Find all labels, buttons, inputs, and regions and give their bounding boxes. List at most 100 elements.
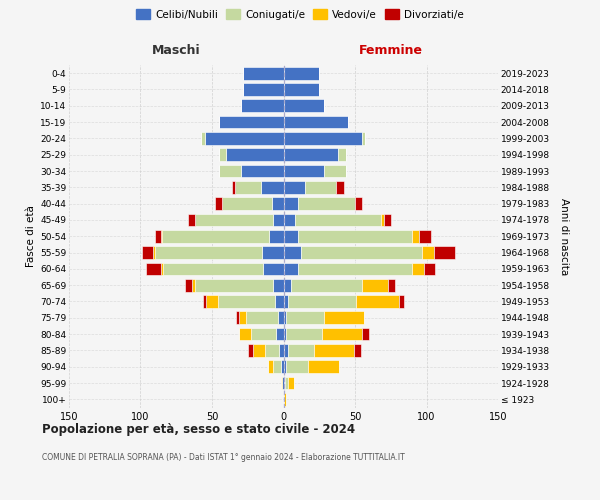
Bar [265, 344, 279, 357]
Bar [338, 148, 346, 161]
Bar [239, 312, 247, 324]
Bar [274, 214, 284, 226]
Bar [279, 344, 284, 357]
Bar [241, 100, 284, 112]
Bar [203, 295, 206, 308]
Legend: Celibi/Nubili, Coniugati/e, Vedovi/e, Divorziati/e: Celibi/Nubili, Coniugati/e, Vedovi/e, Di… [132, 5, 468, 24]
Bar [195, 279, 274, 291]
Bar [142, 246, 154, 259]
Bar [282, 376, 284, 390]
Bar [323, 312, 364, 324]
Bar [163, 262, 263, 275]
Bar [244, 67, 284, 80]
Bar [281, 360, 284, 373]
Bar [362, 279, 388, 291]
Bar [323, 164, 346, 177]
Bar [424, 262, 435, 275]
Bar [226, 148, 284, 161]
Bar [222, 198, 272, 210]
Bar [284, 328, 286, 340]
Bar [322, 328, 362, 340]
Bar [277, 328, 284, 340]
Bar [269, 230, 284, 242]
Bar [284, 344, 288, 357]
Bar [219, 164, 241, 177]
Bar [161, 230, 162, 242]
Bar [337, 181, 344, 194]
Bar [400, 295, 404, 308]
Text: Maschi: Maschi [152, 44, 200, 58]
Bar [381, 214, 383, 226]
Bar [284, 360, 286, 373]
Text: Popolazione per età, sesso e stato civile - 2024: Popolazione per età, sesso e stato civil… [42, 422, 355, 436]
Bar [284, 67, 319, 80]
Bar [247, 312, 278, 324]
Bar [298, 230, 412, 242]
Bar [412, 262, 424, 275]
Bar [188, 214, 195, 226]
Bar [295, 214, 381, 226]
Bar [353, 344, 361, 357]
Bar [274, 360, 281, 373]
Bar [154, 246, 155, 259]
Bar [284, 83, 319, 96]
Bar [162, 230, 269, 242]
Bar [155, 230, 161, 242]
Bar [355, 198, 362, 210]
Bar [185, 279, 192, 291]
Bar [284, 198, 298, 210]
Bar [284, 262, 298, 275]
Bar [362, 328, 370, 340]
Bar [314, 344, 353, 357]
Bar [284, 214, 295, 226]
Bar [268, 360, 274, 373]
Bar [200, 132, 205, 145]
Bar [412, 230, 419, 242]
Bar [284, 116, 348, 128]
Bar [239, 328, 251, 340]
Bar [286, 312, 323, 324]
Bar [383, 214, 391, 226]
Bar [284, 164, 323, 177]
Bar [298, 262, 412, 275]
Bar [288, 344, 314, 357]
Bar [362, 132, 365, 145]
Bar [272, 198, 284, 210]
Bar [284, 393, 286, 406]
Bar [219, 116, 284, 128]
Bar [298, 198, 355, 210]
Text: Femmine: Femmine [359, 44, 423, 58]
Bar [146, 262, 161, 275]
Bar [284, 100, 323, 112]
Bar [192, 279, 195, 291]
Bar [284, 148, 338, 161]
Bar [278, 312, 284, 324]
Bar [215, 198, 222, 210]
Bar [288, 376, 293, 390]
Bar [284, 376, 285, 390]
Bar [248, 344, 253, 357]
Bar [218, 295, 275, 308]
Bar [434, 246, 455, 259]
Bar [195, 214, 274, 226]
Bar [253, 344, 265, 357]
Bar [275, 295, 284, 308]
Text: COMUNE DI PETRALIA SOPRANA (PA) - Dati ISTAT 1° gennaio 2024 - Elaborazione TUTT: COMUNE DI PETRALIA SOPRANA (PA) - Dati I… [42, 452, 405, 462]
Bar [263, 262, 284, 275]
Bar [251, 328, 277, 340]
Bar [284, 230, 298, 242]
Bar [241, 164, 284, 177]
Bar [235, 181, 260, 194]
Bar [286, 328, 322, 340]
Bar [205, 132, 284, 145]
Bar [244, 83, 284, 96]
Bar [155, 246, 262, 259]
Bar [206, 295, 218, 308]
Bar [305, 181, 337, 194]
Bar [288, 295, 356, 308]
Bar [284, 279, 290, 291]
Bar [232, 181, 235, 194]
Bar [262, 246, 284, 259]
Bar [356, 295, 400, 308]
Bar [286, 360, 308, 373]
